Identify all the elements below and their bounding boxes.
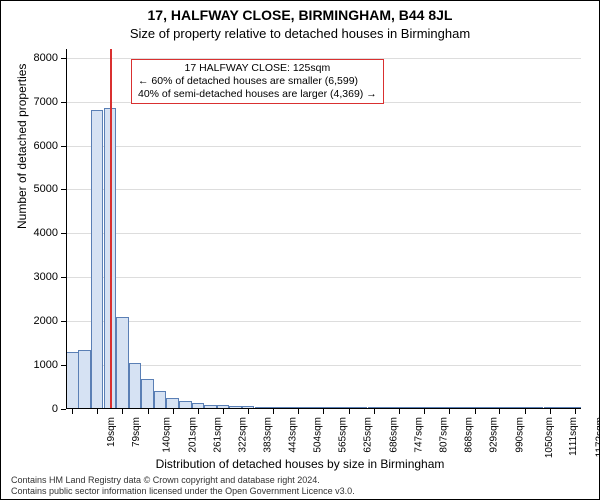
x-tick (72, 409, 73, 414)
histogram-bar (116, 317, 129, 409)
y-tick-label: 3000 (18, 271, 58, 283)
x-tick-label: 201sqm (187, 417, 198, 453)
x-tick (223, 409, 224, 414)
x-tick-label: 140sqm (162, 417, 173, 453)
footer-line1: Contains HM Land Registry data © Crown c… (11, 475, 355, 485)
info-line-smaller: ← 60% of detached houses are smaller (6,… (138, 75, 377, 88)
grid-line (66, 233, 581, 234)
y-tick-label: 0 (18, 403, 58, 415)
footer-line2: Contains public sector information licen… (11, 486, 355, 496)
info-line-title: 17 HALFWAY CLOSE: 125sqm (138, 62, 377, 75)
y-tick-label: 1000 (18, 359, 58, 371)
histogram-bar (141, 379, 154, 409)
x-tick (122, 409, 123, 414)
x-tick (298, 409, 299, 414)
x-tick (550, 409, 551, 414)
histogram-bar (154, 391, 167, 409)
x-tick-label: 747sqm (413, 417, 424, 453)
grid-line (66, 277, 581, 278)
x-tick-label: 807sqm (438, 417, 449, 453)
chart-title: 17, HALFWAY CLOSE, BIRMINGHAM, B44 8JL (1, 7, 599, 23)
y-tick (61, 409, 66, 410)
x-tick (449, 409, 450, 414)
x-tick-label: 383sqm (263, 417, 274, 453)
info-line-larger: 40% of semi-detached houses are larger (… (138, 88, 377, 101)
plot-area: 01000200030004000500060007000800019sqm79… (66, 49, 581, 409)
y-tick-label: 8000 (18, 52, 58, 64)
x-tick-label: 1172sqm (594, 417, 600, 457)
y-tick-label: 5000 (18, 183, 58, 195)
x-tick (323, 409, 324, 414)
histogram-bar (129, 363, 142, 409)
y-tick-label: 4000 (18, 227, 58, 239)
x-tick-label: 79sqm (131, 417, 142, 447)
x-tick-label: 504sqm (313, 417, 324, 453)
x-tick (349, 409, 350, 414)
x-tick-label: 565sqm (338, 417, 349, 453)
x-axis-label: Distribution of detached houses by size … (1, 457, 599, 471)
property-info-box: 17 HALFWAY CLOSE: 125sqm← 60% of detache… (131, 59, 384, 104)
x-tick (97, 409, 98, 414)
x-tick-label: 1050sqm (545, 417, 556, 458)
x-tick (575, 409, 576, 414)
x-tick-label: 443sqm (288, 417, 299, 453)
x-tick (424, 409, 425, 414)
x-tick (525, 409, 526, 414)
y-axis (66, 49, 67, 409)
x-tick-label: 261sqm (212, 417, 223, 453)
y-tick-label: 2000 (18, 315, 58, 327)
footer-attribution: Contains HM Land Registry data © Crown c… (11, 475, 355, 496)
x-tick (173, 409, 174, 414)
chart-frame: { "title": "17, HALFWAY CLOSE, BIRMINGHA… (0, 0, 600, 500)
chart-subtitle: Size of property relative to detached ho… (1, 26, 599, 41)
x-tick (399, 409, 400, 414)
grid-line (66, 321, 581, 322)
grid-line (66, 189, 581, 190)
x-tick-label: 686sqm (388, 417, 399, 453)
x-tick-label: 1111sqm (568, 417, 579, 456)
x-tick (148, 409, 149, 414)
x-tick-label: 625sqm (363, 417, 374, 453)
x-tick (475, 409, 476, 414)
x-tick-label: 322sqm (237, 417, 248, 453)
x-tick-label: 868sqm (464, 417, 475, 453)
x-tick (374, 409, 375, 414)
x-tick-label: 990sqm (514, 417, 525, 453)
grid-line (66, 365, 581, 366)
x-tick (499, 409, 500, 414)
y-tick-label: 6000 (18, 140, 58, 152)
x-tick (273, 409, 274, 414)
grid-line (66, 146, 581, 147)
histogram-bar (66, 352, 79, 409)
histogram-bar (78, 350, 91, 409)
x-tick-label: 19sqm (106, 417, 117, 447)
x-tick-label: 929sqm (489, 417, 500, 453)
x-tick (198, 409, 199, 414)
y-tick-label: 7000 (18, 96, 58, 108)
property-marker-line (110, 49, 112, 409)
x-tick (248, 409, 249, 414)
histogram-bar (91, 110, 104, 409)
